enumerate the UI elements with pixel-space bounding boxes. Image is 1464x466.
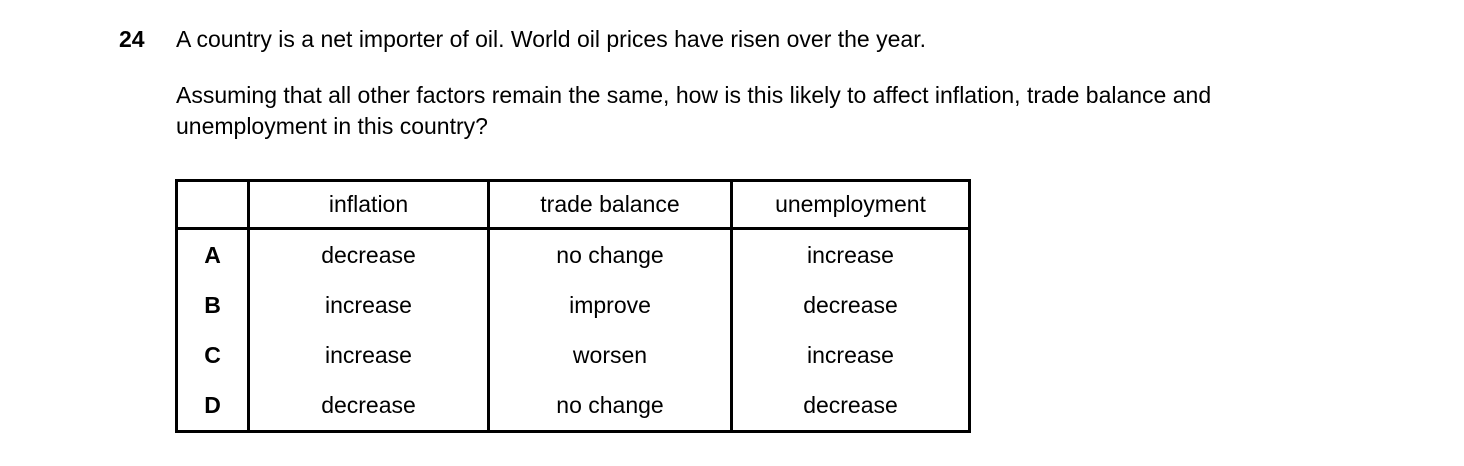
option-a-inflation: decrease (247, 228, 490, 280)
question-number: 24 (119, 26, 145, 52)
header-inflation: inflation (247, 179, 490, 230)
option-row-a: A decrease no change increase (175, 228, 971, 280)
option-letter-c: C (175, 330, 250, 380)
question-stem-body: Assuming that all other factors remain t… (176, 82, 1212, 139)
option-c-trade-balance: worsen (487, 330, 733, 380)
option-d-trade-balance: no change (487, 380, 733, 432)
option-row-b: B increase improve decrease (175, 280, 971, 330)
header-corner-cell (175, 179, 250, 230)
option-letter-b: B (175, 280, 250, 330)
table-header-row: inflation trade balance unemployment (175, 179, 971, 230)
question-stem-intro: A country is a net importer of oil. Worl… (176, 26, 926, 52)
header-trade-balance: trade balance (487, 179, 733, 230)
option-d-inflation: decrease (247, 380, 490, 432)
options-table: inflation trade balance unemployment A d… (175, 179, 971, 433)
option-b-trade-balance: improve (487, 280, 733, 330)
option-a-trade-balance: no change (487, 228, 733, 280)
option-b-unemployment: decrease (730, 280, 971, 330)
option-a-unemployment: increase (730, 228, 971, 280)
option-row-d: D decrease no change decrease (175, 380, 971, 432)
option-b-inflation: increase (247, 280, 490, 330)
header-unemployment: unemployment (730, 179, 971, 230)
option-c-inflation: increase (247, 330, 490, 380)
option-d-unemployment: decrease (730, 380, 971, 432)
option-row-c: C increase worsen increase (175, 330, 971, 380)
option-c-unemployment: increase (730, 330, 971, 380)
option-letter-d: D (175, 380, 250, 432)
option-letter-a: A (175, 228, 250, 280)
